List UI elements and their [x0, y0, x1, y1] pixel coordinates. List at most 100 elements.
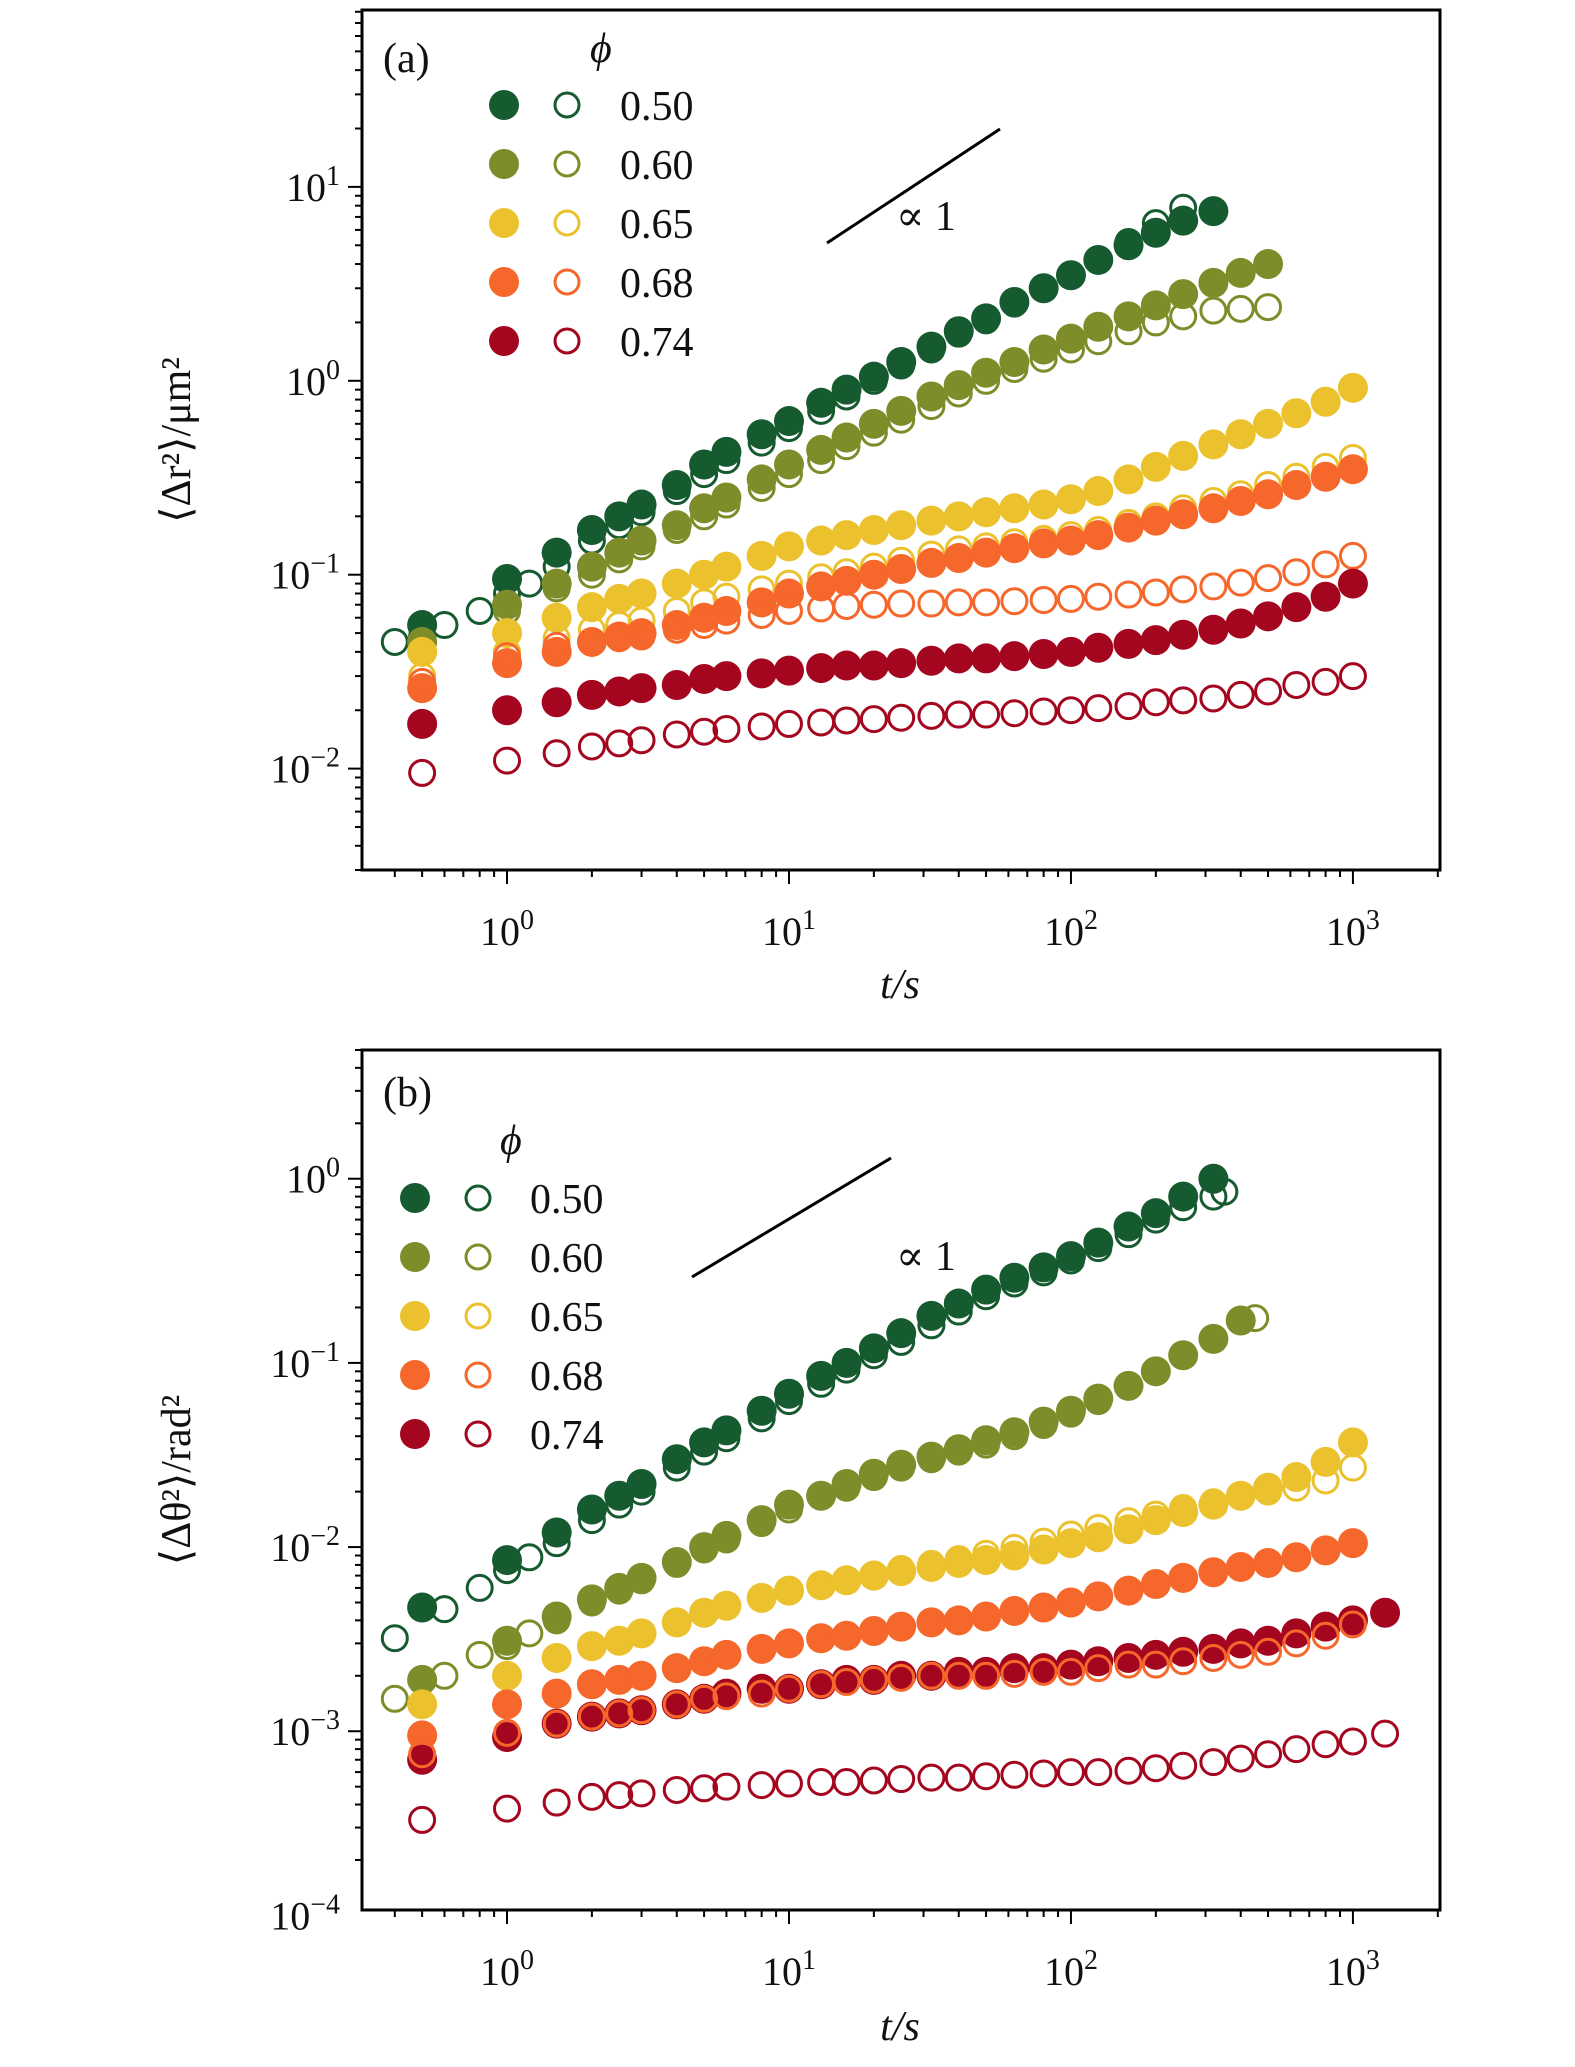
data-point: [541, 687, 572, 718]
data-point: [1199, 1488, 1228, 1517]
x-tick-label: 102: [1044, 1945, 1098, 1994]
series-0.74-open: [408, 1719, 1400, 1834]
data-point: [689, 663, 720, 694]
data-point: [773, 655, 804, 686]
data-point: [1281, 1462, 1312, 1493]
data-point: [493, 1632, 522, 1661]
data-point: [1113, 301, 1144, 332]
data-point: [1055, 323, 1086, 354]
data-point: [774, 1576, 803, 1605]
data-point: [1337, 454, 1368, 485]
data-point: [626, 673, 657, 704]
data-point: [690, 502, 719, 531]
data-point: [832, 382, 861, 411]
data-point: [712, 1772, 741, 1801]
data-point: [576, 1494, 607, 1525]
data-point: [1029, 344, 1058, 373]
data-point: [626, 1618, 657, 1649]
data-point: [1140, 217, 1171, 248]
data-point: [999, 493, 1030, 524]
data-point: [408, 1805, 437, 1834]
data-point: [831, 650, 862, 681]
data-point: [1084, 245, 1113, 274]
data-point: [1055, 484, 1086, 515]
data-point: [1028, 334, 1059, 365]
data-point: [1337, 568, 1368, 599]
legend-marker-open: [553, 150, 581, 178]
data-point: [944, 588, 973, 617]
legend-marker-filled: [489, 267, 519, 297]
y-tick-label: 101: [286, 161, 340, 210]
data-point: [1000, 587, 1029, 616]
y-tick-label: 10−4: [270, 1889, 340, 1938]
data-point: [887, 1453, 916, 1482]
panel-b-legend-title: ϕ: [500, 1118, 522, 1164]
data-point: [747, 1583, 776, 1612]
series-0.60-open: [408, 293, 1283, 666]
data-point: [887, 1555, 916, 1584]
data-point: [711, 1639, 742, 1670]
panel-a-slope-label: ∝ 1: [896, 194, 956, 240]
data-point: [576, 1701, 607, 1732]
data-point: [1169, 1647, 1198, 1676]
data-point: [747, 1404, 776, 1433]
x-tick-label: 101: [762, 905, 816, 954]
data-point: [971, 1274, 1002, 1305]
data-point: [1114, 580, 1143, 609]
data-point: [1029, 697, 1058, 726]
data-point: [1055, 1241, 1086, 1272]
data-point: [1114, 1756, 1143, 1785]
data-point: [1198, 614, 1229, 645]
panel-b-slope-line: [691, 1156, 892, 1279]
data-point: [661, 510, 692, 541]
data-point: [407, 1689, 438, 1720]
series-0.68-filled: [407, 454, 1368, 704]
data-point: [972, 700, 1001, 729]
data-point: [576, 1669, 607, 1700]
data-point: [1310, 461, 1341, 492]
data-point: [1337, 1427, 1368, 1458]
data-point: [1114, 1507, 1143, 1536]
data-point: [493, 1556, 522, 1585]
data-point: [917, 1311, 946, 1340]
data-point: [1056, 1246, 1085, 1275]
series-0.50-open: [380, 1177, 1239, 1653]
data-point: [690, 1437, 719, 1466]
data-point: [1083, 311, 1114, 342]
data-point: [1199, 296, 1228, 325]
data-point: [1282, 1735, 1311, 1764]
data-point: [832, 591, 861, 620]
data-point: [662, 1775, 691, 1804]
data-point: [541, 1678, 572, 1709]
data-point: [1113, 1211, 1144, 1242]
data-point: [1084, 1387, 1113, 1416]
data-point: [407, 1664, 438, 1695]
data-point: [541, 1517, 572, 1548]
data-point: [380, 1684, 409, 1713]
data-point: [1281, 592, 1312, 623]
data-point: [1311, 550, 1340, 579]
data-point: [999, 347, 1030, 378]
legend-label: 0.50: [530, 1177, 604, 1223]
data-point: [1083, 244, 1114, 275]
data-point: [577, 627, 606, 656]
data-point: [712, 606, 741, 635]
x-tick-label: 103: [1326, 1945, 1380, 1994]
data-point: [1113, 464, 1144, 495]
data-point: [689, 493, 720, 524]
data-point: [542, 1606, 571, 1635]
data-point: [943, 1288, 974, 1319]
data-point: [832, 432, 861, 461]
data-point: [806, 1360, 837, 1391]
data-point: [807, 1481, 836, 1510]
legend-marker-filled: [400, 1301, 430, 1331]
legend: 0.50 0.60 0.65 0.68 0.74: [400, 1177, 604, 1459]
data-point: [1168, 1636, 1199, 1667]
y-tick-label: 10−3: [270, 1705, 340, 1754]
data-point: [858, 559, 889, 590]
data-point: [916, 1607, 947, 1638]
data-point: [773, 1575, 804, 1606]
data-point: [887, 405, 916, 434]
data-point: [407, 673, 438, 704]
data-point: [1226, 680, 1255, 709]
